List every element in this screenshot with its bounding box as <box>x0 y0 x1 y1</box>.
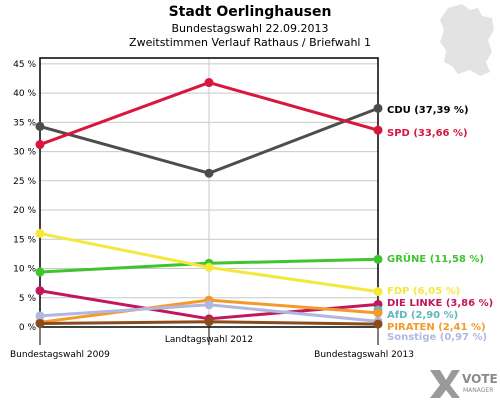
x-axis-labels: Bundestagswahl 2009 Landtagswahl 2012 Bund… <box>10 335 414 360</box>
y-tick-label: 5 % <box>19 294 37 304</box>
x-axis-label: Bundestagswahl 2013 <box>314 350 414 360</box>
data-point <box>35 318 45 328</box>
grid-lines <box>40 58 378 328</box>
chart-subtitle-2: Zweitstimmen Verlauf Rathaus / Briefwahl… <box>129 36 371 49</box>
end-labels: CDU (37,39 %) SPD (33,66 %) GRÜNE (11,58 %… <box>387 105 493 343</box>
data-point <box>373 308 383 318</box>
data-point <box>373 125 383 135</box>
chart-title: Stadt Oerlinghausen <box>169 4 332 20</box>
vote-manager-logo-icon: VOTE MANAGER <box>430 370 498 398</box>
end-label-afd: AfD (2,90 %) <box>387 310 458 321</box>
data-point <box>35 286 45 296</box>
series-lines <box>35 78 383 329</box>
end-label-spd: SPD (33,66 %) <box>387 128 468 139</box>
y-tick-label: 45 % <box>13 60 36 70</box>
data-point <box>204 168 214 178</box>
y-tick-label: 10 % <box>13 265 36 275</box>
data-point <box>373 319 383 329</box>
data-point <box>35 228 45 238</box>
data-point <box>373 287 383 297</box>
data-point <box>373 254 383 264</box>
y-tick-label: 30 % <box>13 148 36 158</box>
end-label-cdu: CDU (37,39 %) <box>387 105 469 116</box>
data-point <box>204 78 214 88</box>
data-point <box>35 311 45 321</box>
end-label-piraten: PIRATEN (2,41 %) <box>387 322 486 333</box>
logo-line1: VOTE <box>462 372 498 386</box>
data-point <box>204 262 214 272</box>
data-point <box>35 121 45 131</box>
logo-line2: MANAGER <box>463 387 493 394</box>
y-tick-label: 0 % <box>19 323 37 333</box>
y-tick-label: 20 % <box>13 206 36 216</box>
data-point <box>204 317 214 327</box>
data-point <box>35 140 45 150</box>
y-tick-label: 35 % <box>13 118 36 128</box>
x-axis-label: Bundestagswahl 2009 <box>10 350 110 360</box>
germany-map-icon <box>440 4 494 76</box>
axes <box>39 57 379 345</box>
end-label-sonstige: Sonstige (0,97 %) <box>387 332 487 343</box>
y-tick-label: 15 % <box>13 235 36 245</box>
chart-subtitle: Bundestagswahl 22.09.2013 <box>172 22 329 35</box>
y-tick-label: 25 % <box>13 177 36 187</box>
data-point <box>373 103 383 113</box>
end-label-die-linke: DIE LINKE (3,86 %) <box>387 298 493 309</box>
data-point <box>35 267 45 277</box>
x-axis-label: Landtagswahl 2012 <box>165 335 253 345</box>
data-point <box>204 300 214 310</box>
y-tick-label: 40 % <box>13 89 36 99</box>
end-label-fdp: FDP (6,05 %) <box>387 286 460 297</box>
end-label-gr-ne: GRÜNE (11,58 %) <box>387 251 484 265</box>
y-axis-ticks: 0 % 5 % 10 % 15 % 20 % 25 % 30 % 35 % 40 % 45 % <box>13 60 36 333</box>
